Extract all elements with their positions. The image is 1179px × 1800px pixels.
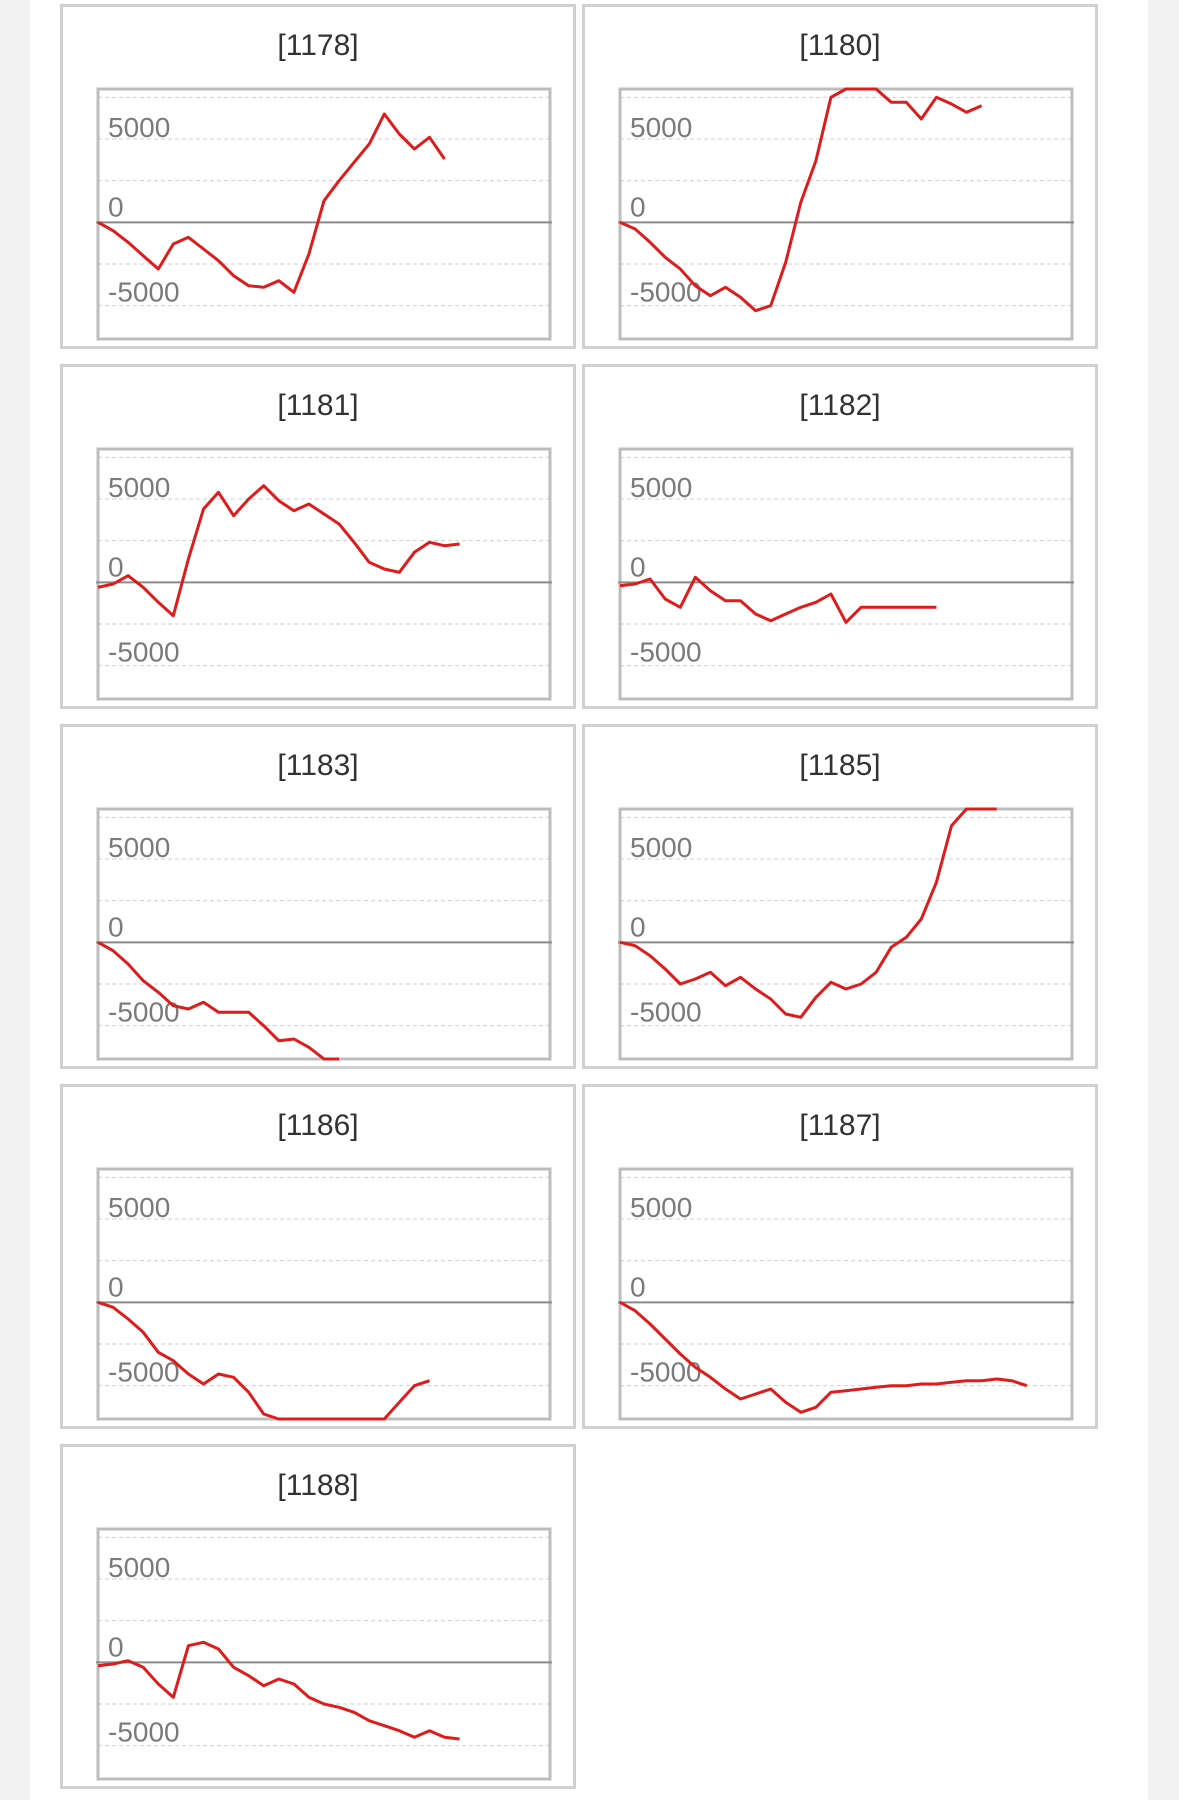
chart-card: [1185] 5000 0 -5000: [582, 724, 1098, 1069]
chart-plot: 5000 0 -5000: [96, 87, 552, 341]
chart-title: [1187]: [799, 1109, 881, 1142]
chart-title: [1181]: [277, 389, 359, 422]
chart-card: [1180] 5000 0 -5000: [582, 4, 1098, 349]
y-tick-label: 5000: [108, 112, 170, 143]
chart-title: [1183]: [277, 749, 359, 782]
y-tick-label: 0: [630, 191, 646, 222]
series-line: [619, 575, 937, 624]
chart-title: [1180]: [799, 29, 881, 62]
chart-plot: 5000 0 -5000: [96, 1527, 552, 1781]
chart-title: [1178]: [277, 29, 359, 62]
chart-card: [1188] 5000 0 -5000: [60, 1444, 576, 1789]
chart-title: [1186]: [277, 1109, 359, 1142]
y-tick-label: 5000: [630, 472, 692, 503]
chart-card: [1178] 5000 0 -5000: [60, 4, 576, 349]
y-tick-label: 0: [108, 191, 124, 222]
y-tick-label: -5000: [630, 277, 702, 308]
chart-card: [1186] 5000 0 -5000: [60, 1084, 576, 1429]
y-tick-label: 5000: [108, 1192, 170, 1223]
y-tick-label: 0: [108, 1631, 124, 1662]
chart-plot: 5000 0 -5000: [96, 447, 552, 701]
y-tick-label: 0: [630, 911, 646, 942]
y-tick-label: 5000: [630, 1192, 692, 1223]
chart-plot: 5000 0 -5000: [96, 1167, 552, 1421]
y-tick-label: -5000: [630, 1357, 702, 1388]
chart-plot: 5000 0 -5000: [618, 447, 1074, 701]
y-tick-label: -5000: [630, 637, 702, 668]
plot-frame: [618, 1167, 1074, 1421]
y-tick-label: 0: [108, 911, 124, 942]
y-tick-label: -5000: [108, 637, 180, 668]
series-line: [97, 1640, 460, 1741]
y-tick-label: 0: [630, 551, 646, 582]
plot-frame: [96, 447, 552, 701]
plot-frame: [96, 87, 552, 341]
y-tick-label: 5000: [108, 832, 170, 863]
series-line: [619, 87, 983, 313]
chart-card: [1181] 5000 0 -5000: [60, 364, 576, 709]
chart-plot: 5000 0 -5000: [618, 1167, 1074, 1421]
y-tick-label: 0: [108, 551, 124, 582]
series-line: [97, 112, 446, 294]
y-tick-label: 5000: [108, 1552, 170, 1583]
chart-list: [1178] 5000 0 -5000 [1180] 5000 0 -5000 [1181] 50…: [30, 0, 1148, 1800]
chart-title: [1185]: [799, 749, 881, 782]
y-tick-label: -5000: [108, 1357, 180, 1388]
series-line: [97, 1300, 430, 1421]
y-tick-label: -5000: [108, 1717, 180, 1748]
y-tick-label: -5000: [630, 997, 702, 1028]
y-tick-label: 0: [108, 1271, 124, 1302]
chart-plot: 5000 0 -5000: [618, 807, 1074, 1061]
chart-title: [1188]: [277, 1469, 359, 1502]
plot-frame: [618, 807, 1074, 1061]
series-line: [619, 1300, 1028, 1414]
chart-card: [1183] 5000 0 -5000: [60, 724, 576, 1069]
chart-plot: 5000 0 -5000: [618, 87, 1074, 341]
chart-card: [1182] 5000 0 -5000: [582, 364, 1098, 709]
y-tick-label: 5000: [630, 832, 692, 863]
plot-frame: [96, 1527, 552, 1781]
y-tick-label: -5000: [108, 277, 180, 308]
chart-card: [1187] 5000 0 -5000: [582, 1084, 1098, 1429]
plot-frame: [618, 447, 1074, 701]
series-line: [97, 484, 460, 618]
series-line: [97, 940, 340, 1061]
y-tick-label: 5000: [108, 472, 170, 503]
y-tick-label: 5000: [630, 112, 692, 143]
series-line: [619, 807, 997, 1019]
y-tick-label: 0: [630, 1271, 646, 1302]
chart-title: [1182]: [799, 389, 881, 422]
